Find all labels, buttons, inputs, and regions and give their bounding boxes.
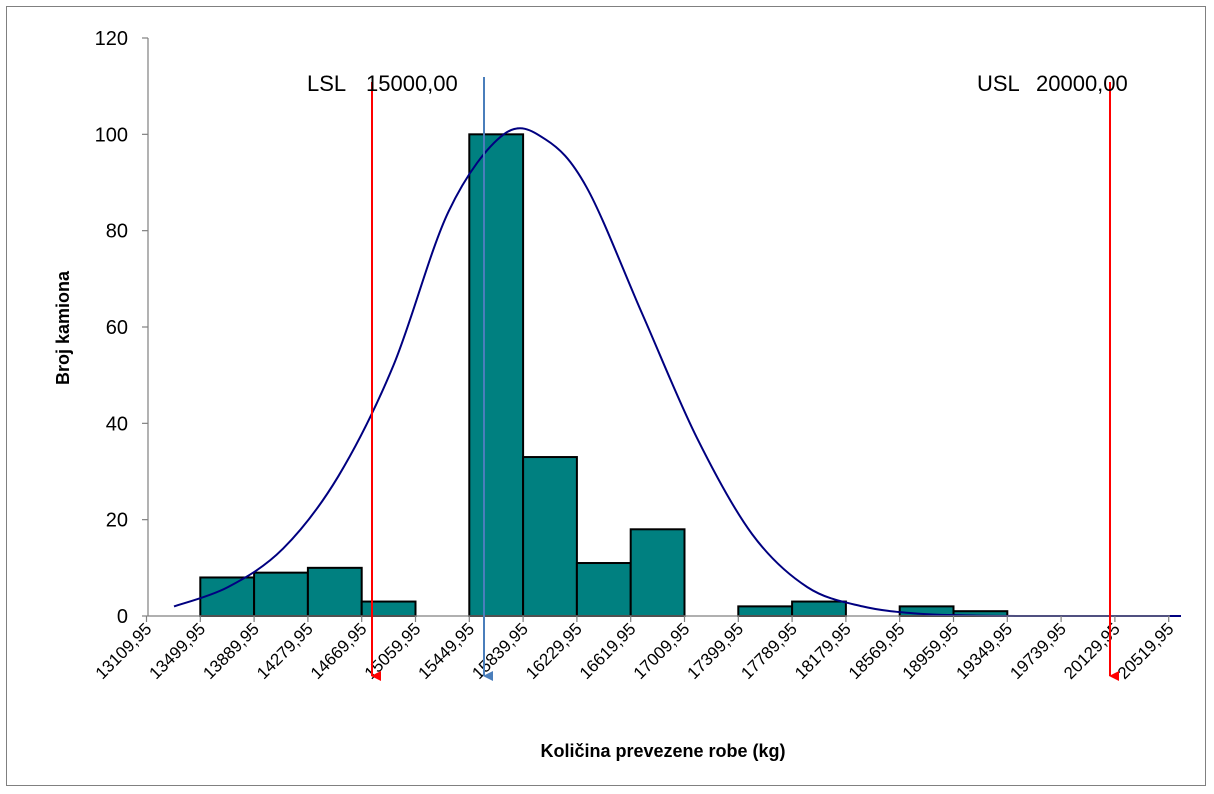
- x-tick-label: 16229,95: [522, 619, 586, 683]
- x-tick-label: 18959,95: [899, 619, 963, 683]
- histogram-bar: [737, 605, 794, 617]
- x-tick-label: 18569,95: [845, 619, 909, 683]
- x-tick-label: 14279,95: [253, 619, 317, 683]
- x-tick-label: 17009,95: [630, 619, 694, 683]
- y-tick-label: 0: [117, 606, 128, 628]
- histogram-bar: [360, 600, 417, 617]
- y-tick-label: 40: [106, 413, 128, 435]
- x-tick-label: 20129,95: [1060, 619, 1124, 683]
- x-tick-label: 18179,95: [791, 619, 855, 683]
- y-tick-label: 100: [95, 124, 128, 146]
- x-tick-label: 15449,95: [415, 619, 479, 683]
- x-axis-title: Količina prevezene robe (kg): [540, 741, 785, 761]
- histogram-bar: [522, 456, 578, 617]
- x-tick-label: 14669,95: [307, 619, 371, 683]
- x-tick-label: 13109,95: [92, 619, 156, 683]
- x-tick-label: 19349,95: [953, 619, 1017, 683]
- x-tick-label: 15059,95: [361, 619, 425, 683]
- spec-limits-layer: LSL 15000,00 USL 20000,00: [307, 71, 1128, 681]
- chart-frame: [6, 6, 1206, 786]
- histogram-bar: [468, 133, 525, 617]
- x-tick-label: 16619,95: [576, 619, 640, 683]
- histogram-bar: [791, 600, 847, 617]
- histogram-bar: [575, 562, 632, 617]
- y-tick-label: 80: [106, 221, 128, 243]
- bars-layer: [199, 133, 1009, 618]
- histogram-bar: [253, 571, 309, 618]
- y-tick-label: 120: [95, 28, 128, 50]
- lsl-value: 15000,00: [366, 71, 458, 96]
- x-tick-label: 20519,95: [1114, 619, 1178, 683]
- x-tick-label: 19739,95: [1006, 619, 1070, 683]
- x-tick-label: 17789,95: [737, 619, 801, 683]
- histogram-bar: [629, 528, 686, 617]
- histogram-bar: [306, 566, 363, 617]
- usl-value: 20000,00: [1036, 71, 1128, 96]
- histogram-bar: [199, 576, 256, 618]
- y-tick-label: 60: [106, 317, 128, 339]
- lsl-label: LSL: [307, 71, 346, 96]
- x-tick-label: 15839,95: [468, 619, 532, 683]
- usl-label: USL: [977, 71, 1020, 96]
- x-tick-label: 13889,95: [199, 619, 263, 683]
- x-tick-label: 13499,95: [146, 619, 210, 683]
- y-tick-label: 20: [106, 510, 128, 532]
- y-axis-title: Broj kamiona: [53, 270, 73, 385]
- x-tick-label: 17399,95: [684, 619, 748, 683]
